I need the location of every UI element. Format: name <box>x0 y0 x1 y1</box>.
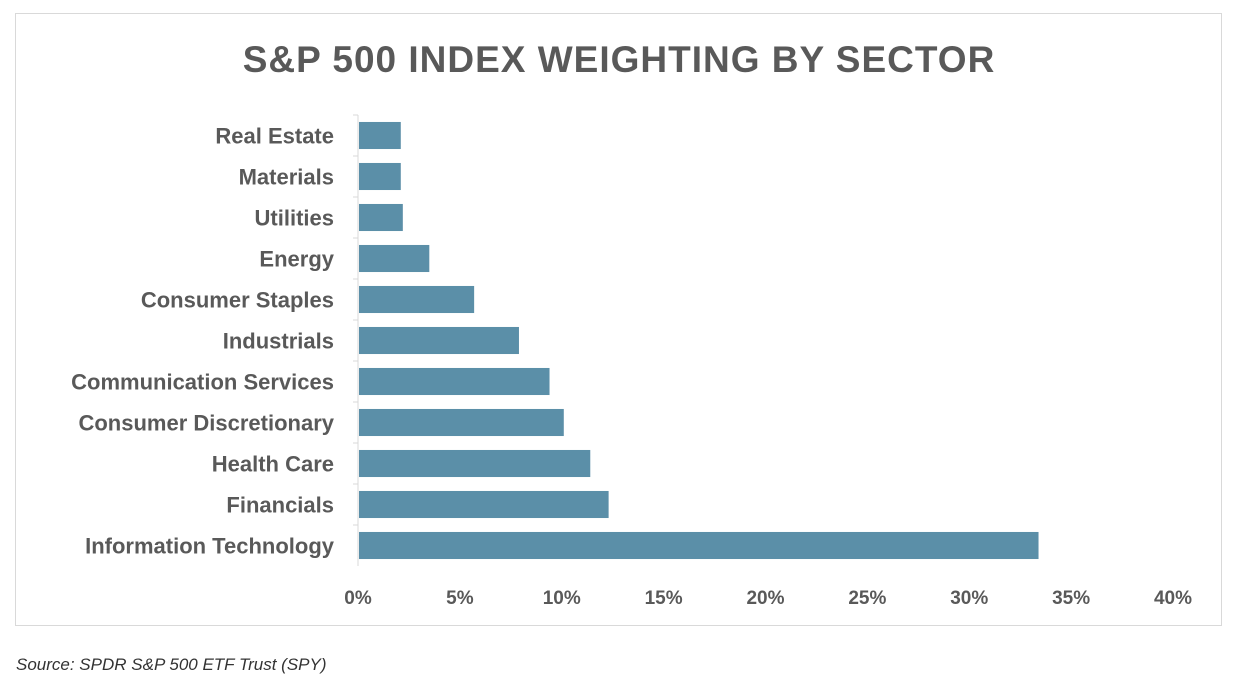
bar-financials <box>359 490 609 519</box>
x-tick-label: 25% <box>848 588 886 609</box>
category-labels: Real Estate Materials Utilities Energy Consu… <box>71 114 358 559</box>
bar-communication-services <box>359 367 550 396</box>
bars-group <box>359 121 1039 560</box>
x-tick-label: 5% <box>446 588 474 609</box>
chart-frame <box>15 13 1222 626</box>
bar-health-care <box>359 449 591 478</box>
bar-materials <box>359 162 401 191</box>
x-tick-label: 20% <box>746 588 784 609</box>
category-label-consumer-staples: Consumer Staples <box>141 288 334 313</box>
bar-information-technology <box>359 531 1039 560</box>
bar-industrials <box>359 326 519 355</box>
x-tick-label: 30% <box>950 588 988 609</box>
bar-energy <box>359 244 430 273</box>
category-label-consumer-discretionary: Consumer Discretionary <box>78 411 334 436</box>
category-label-real-estate: Real Estate <box>215 124 334 149</box>
x-tick-label: 0% <box>344 588 372 609</box>
x-axis-ticks: 0% 5% 10% 15% 20% 25% 30% 35% 40% <box>344 588 1192 609</box>
x-tick-label: 35% <box>1052 588 1090 609</box>
category-label-materials: Materials <box>239 165 334 190</box>
x-tick-label: 15% <box>645 588 683 609</box>
bar-utilities <box>359 203 403 232</box>
bar-consumer-discretionary <box>359 408 564 437</box>
category-label-health-care: Health Care <box>212 452 334 477</box>
category-label-industrials: Industrials <box>223 329 334 354</box>
category-label-communication-services: Communication Services <box>71 370 334 395</box>
category-label-energy: Energy <box>259 247 334 272</box>
bar-real-estate <box>359 121 401 150</box>
category-label-financials: Financials <box>226 493 334 518</box>
source-note: Source: SPDR S&P 500 ETF Trust (SPY) <box>16 655 327 674</box>
x-tick-label: 40% <box>1154 588 1192 609</box>
category-label-information-technology: Information Technology <box>85 534 335 559</box>
chart-title: S&P 500 INDEX WEIGHTING BY SECTOR <box>243 39 996 80</box>
bar-consumer-staples <box>359 285 475 314</box>
category-label-utilities: Utilities <box>255 206 334 231</box>
x-tick-label: 10% <box>543 588 581 609</box>
